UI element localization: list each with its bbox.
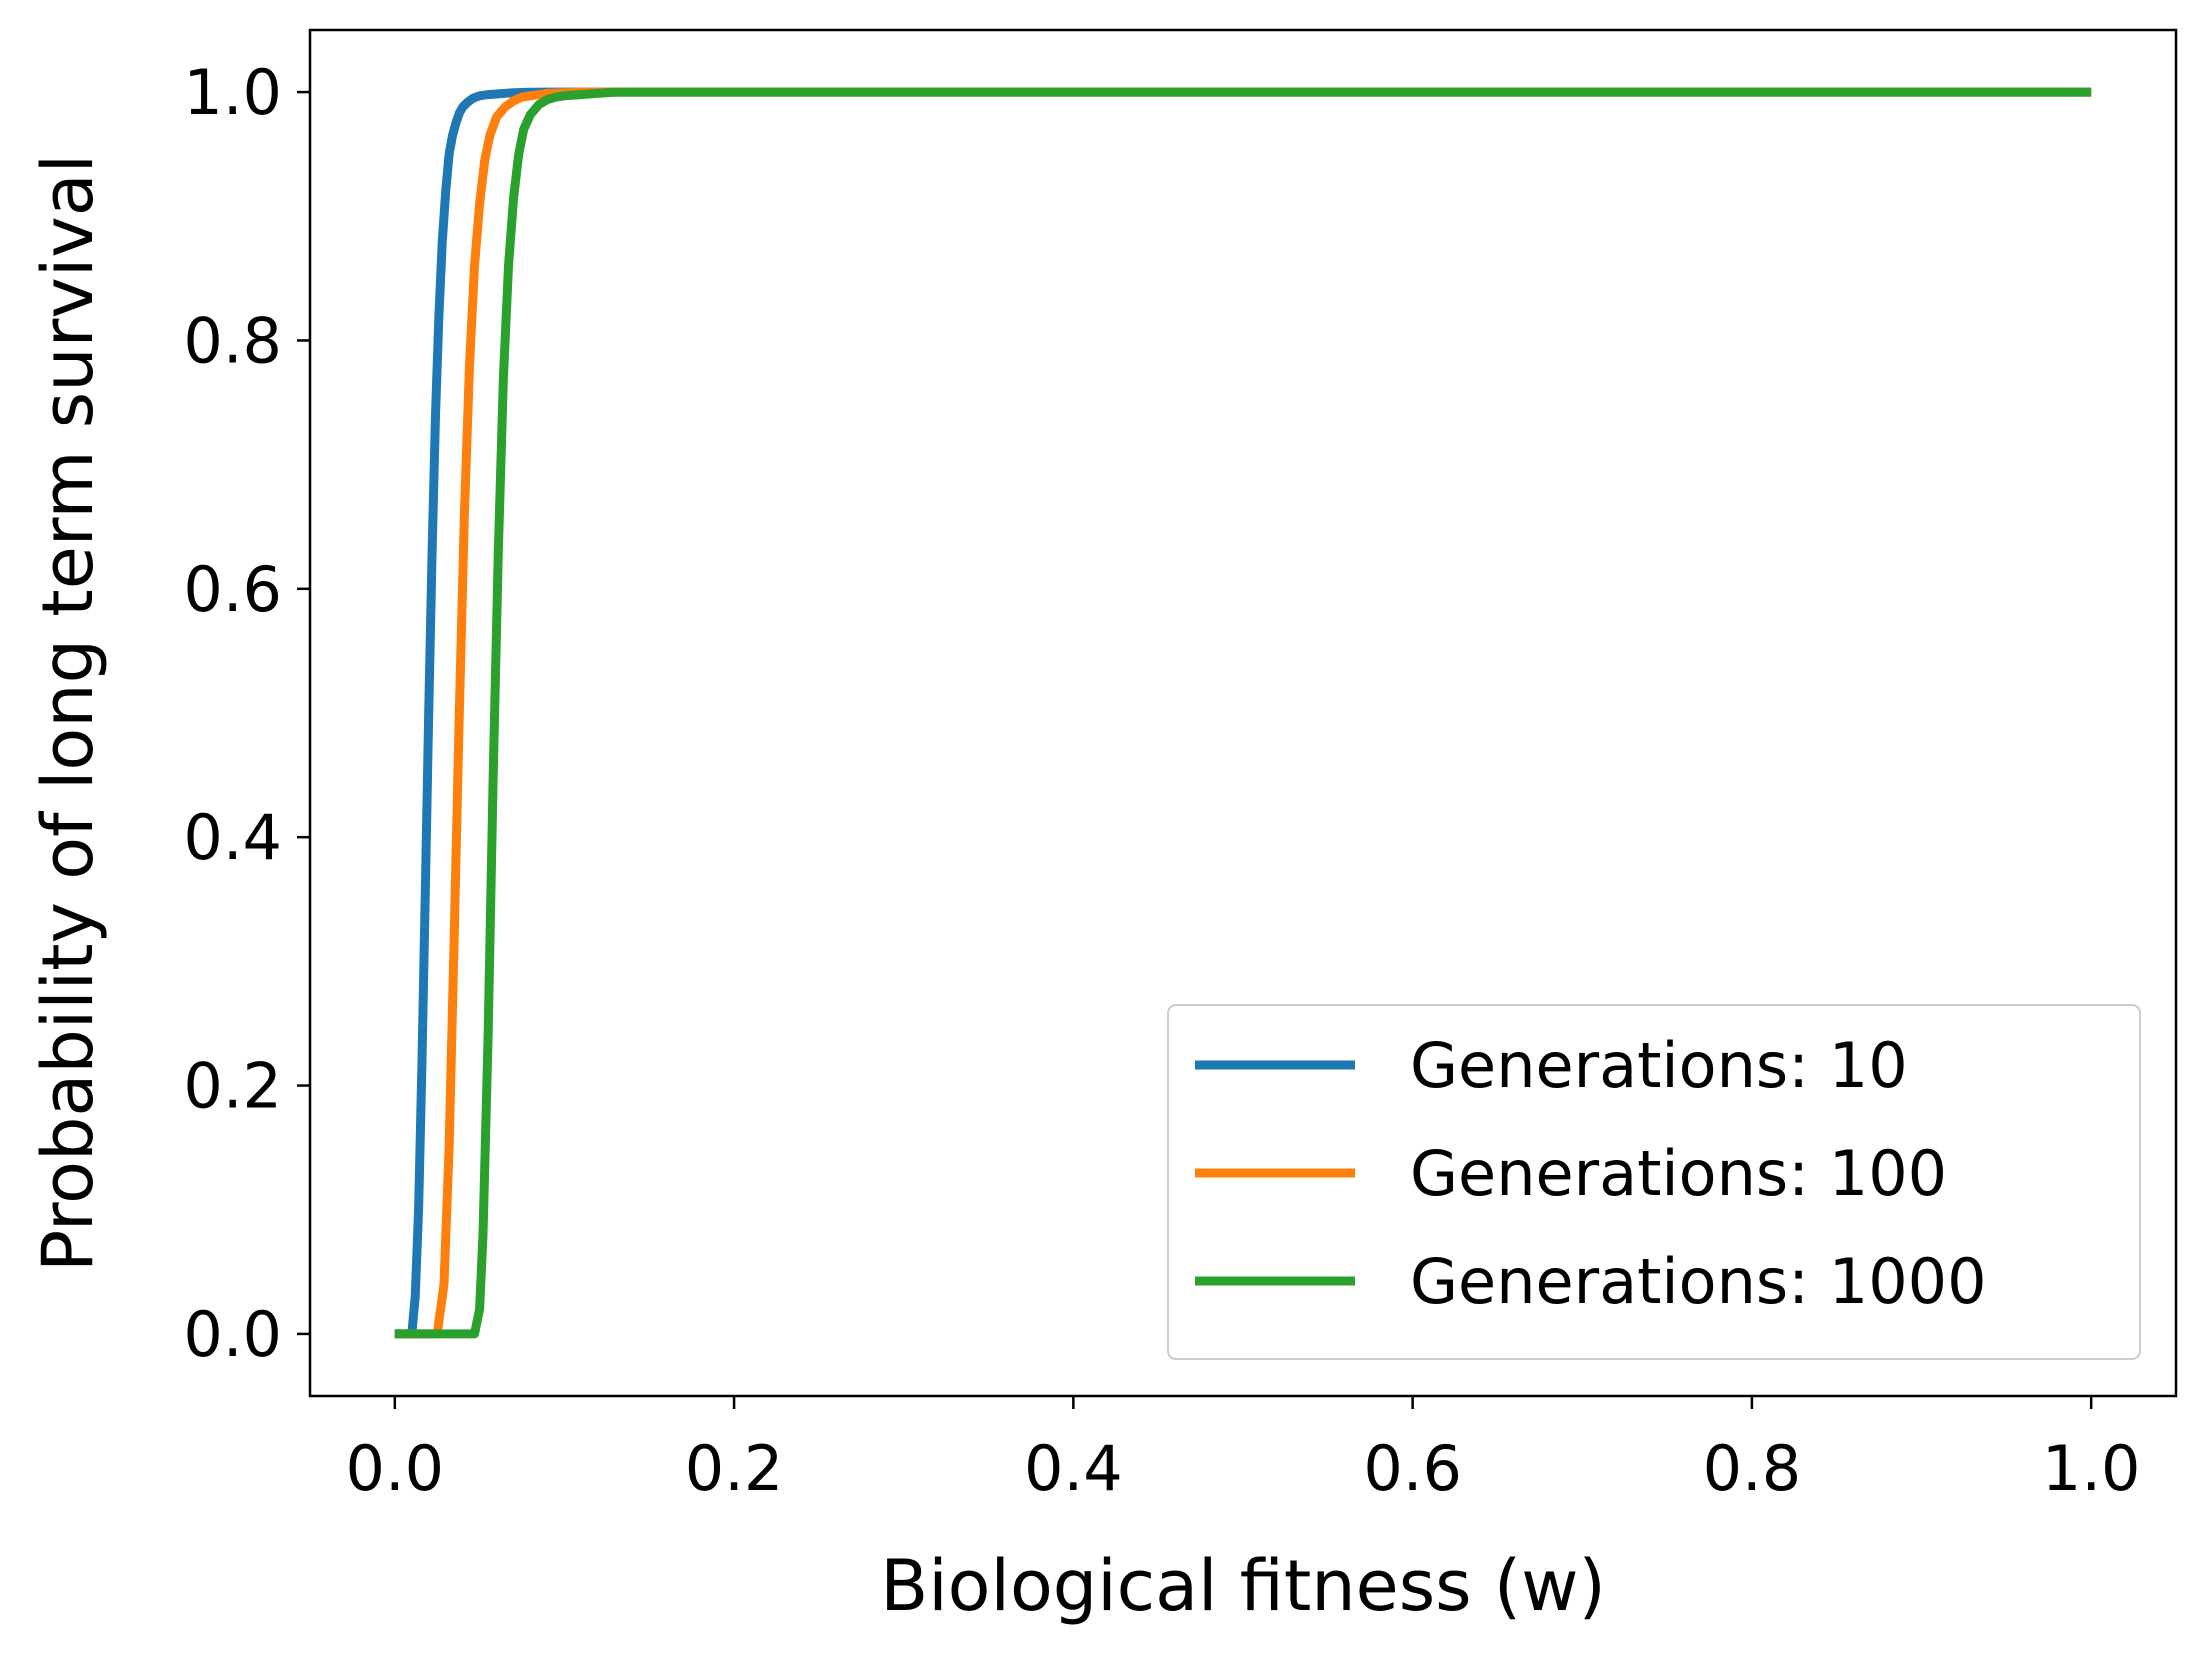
y-tick-label: 0.6	[183, 553, 282, 626]
legend-label-3: Generations: 1000	[1410, 1245, 1987, 1318]
x-tick-label: 1.0	[2042, 1432, 2141, 1505]
ticks-layer: 0.0 0.2 0.4 0.6 0.8 1.0 0.0 0.2 0.4 0.6 0.8 1.0	[183, 56, 2140, 1505]
series-line-3	[394, 87, 2092, 1339]
y-tick-label: 0.4	[183, 801, 282, 874]
x-tick-label: 0.8	[1703, 1432, 1802, 1505]
legend: Generations: 10 Generations: 100 Generatio…	[1167, 1004, 2141, 1360]
legend-box	[1167, 1004, 2141, 1360]
y-axis-title: Probability of long term survival	[27, 154, 109, 1272]
x-tick-label: 0.4	[1024, 1432, 1123, 1505]
y-tick-label: 0.0	[183, 1298, 282, 1371]
series-layer	[394, 87, 2092, 1339]
y-tick-label: 0.2	[183, 1050, 282, 1123]
x-axis-title: Biological fitness (w)	[880, 1545, 1606, 1627]
x-tick-label: 0.0	[346, 1432, 445, 1505]
x-tick-label: 0.2	[685, 1432, 784, 1505]
y-tick-label: 1.0	[183, 56, 282, 129]
legend-label-2: Generations: 100	[1410, 1137, 1947, 1210]
legend-label-1: Generations: 10	[1410, 1029, 1908, 1102]
x-tick-label: 0.6	[1363, 1432, 1462, 1505]
plot-area-frame	[308, 28, 2178, 1398]
y-tick-label: 0.8	[183, 304, 282, 377]
